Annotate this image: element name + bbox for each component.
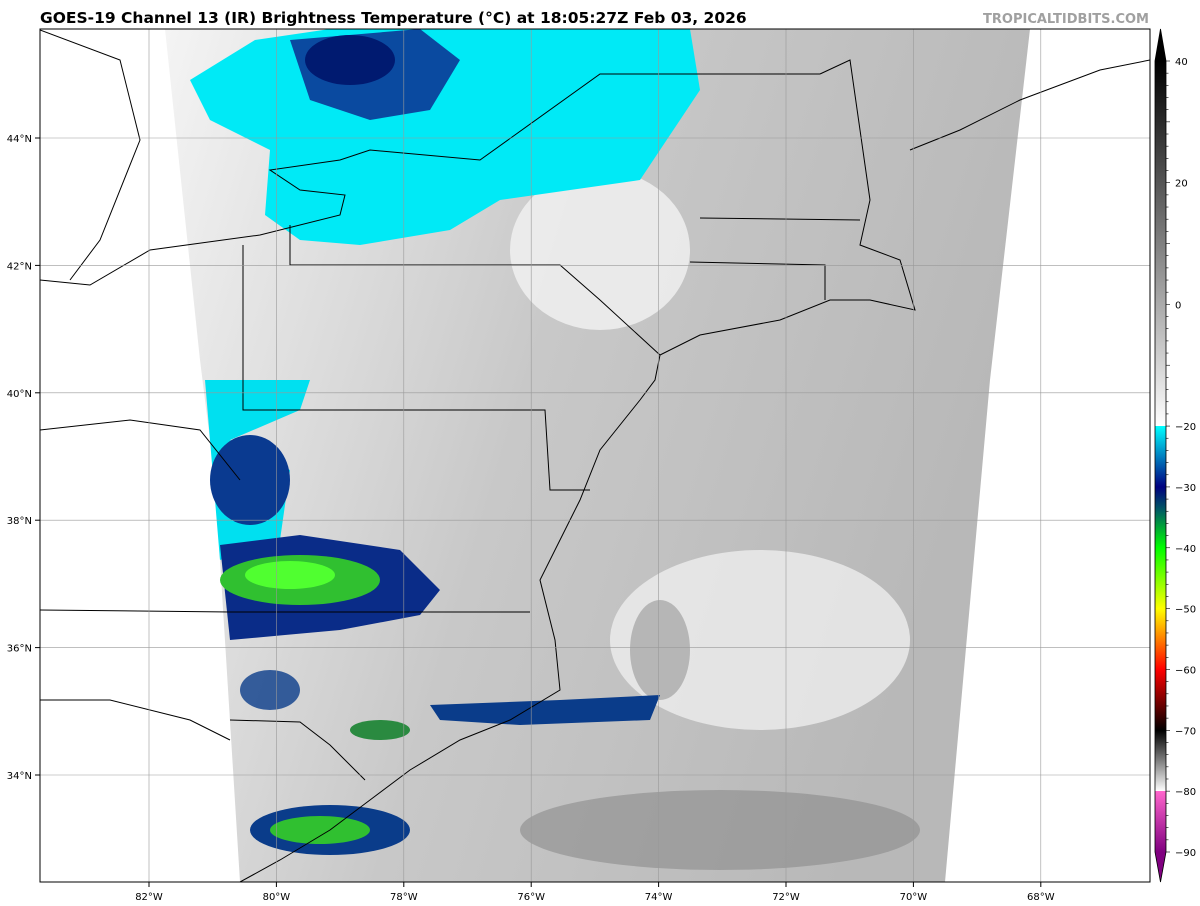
lat-label: 42°N [7,261,32,272]
graticule [40,29,1150,882]
lon-label: 70°W [900,892,928,903]
colorbar-label: −50 [1175,605,1196,616]
colorbar-label: −70 [1175,726,1196,737]
coastlines [40,29,1150,882]
source-credit: TROPICALTIDBITS.COM [983,12,1149,27]
colorbar-label: −30 [1175,483,1196,494]
lon-label: 72°W [772,892,800,903]
map-frame [39,28,1151,883]
lon-label: 82°W [135,892,163,903]
colorbar-label: −40 [1175,544,1196,555]
colorbar-extend-min [1155,852,1166,882]
colorbar-label: −90 [1175,848,1196,859]
colorbar-label: 0 [1175,300,1181,311]
lon-label: 76°W [517,892,545,903]
lat-label: 38°N [7,516,32,527]
lon-label: 68°W [1027,892,1055,903]
colorbar-extend-max [1155,29,1166,61]
colorbar-label: −60 [1175,665,1196,676]
colorbar-label: −20 [1175,422,1196,433]
lon-label: 78°W [390,892,418,903]
lon-label: 74°W [645,892,673,903]
map-title: GOES-19 Channel 13 (IR) Brightness Tempe… [40,9,747,27]
colorbar-label: −80 [1175,787,1196,798]
lat-label: 40°N [7,389,32,400]
lat-label: 44°N [7,134,32,145]
colorbar-gradient [1155,61,1166,852]
colorbar-label: 40 [1175,57,1188,68]
colorbar-label: 20 [1175,179,1188,190]
lon-label: 80°W [263,892,291,903]
lat-label: 34°N [7,771,32,782]
colorbar: 40 20 0 −20 −30 −40 −50 −60 −70 −80 −90 [1154,28,1196,883]
lat-label: 36°N [7,644,32,655]
imagery-layer [40,29,1150,882]
